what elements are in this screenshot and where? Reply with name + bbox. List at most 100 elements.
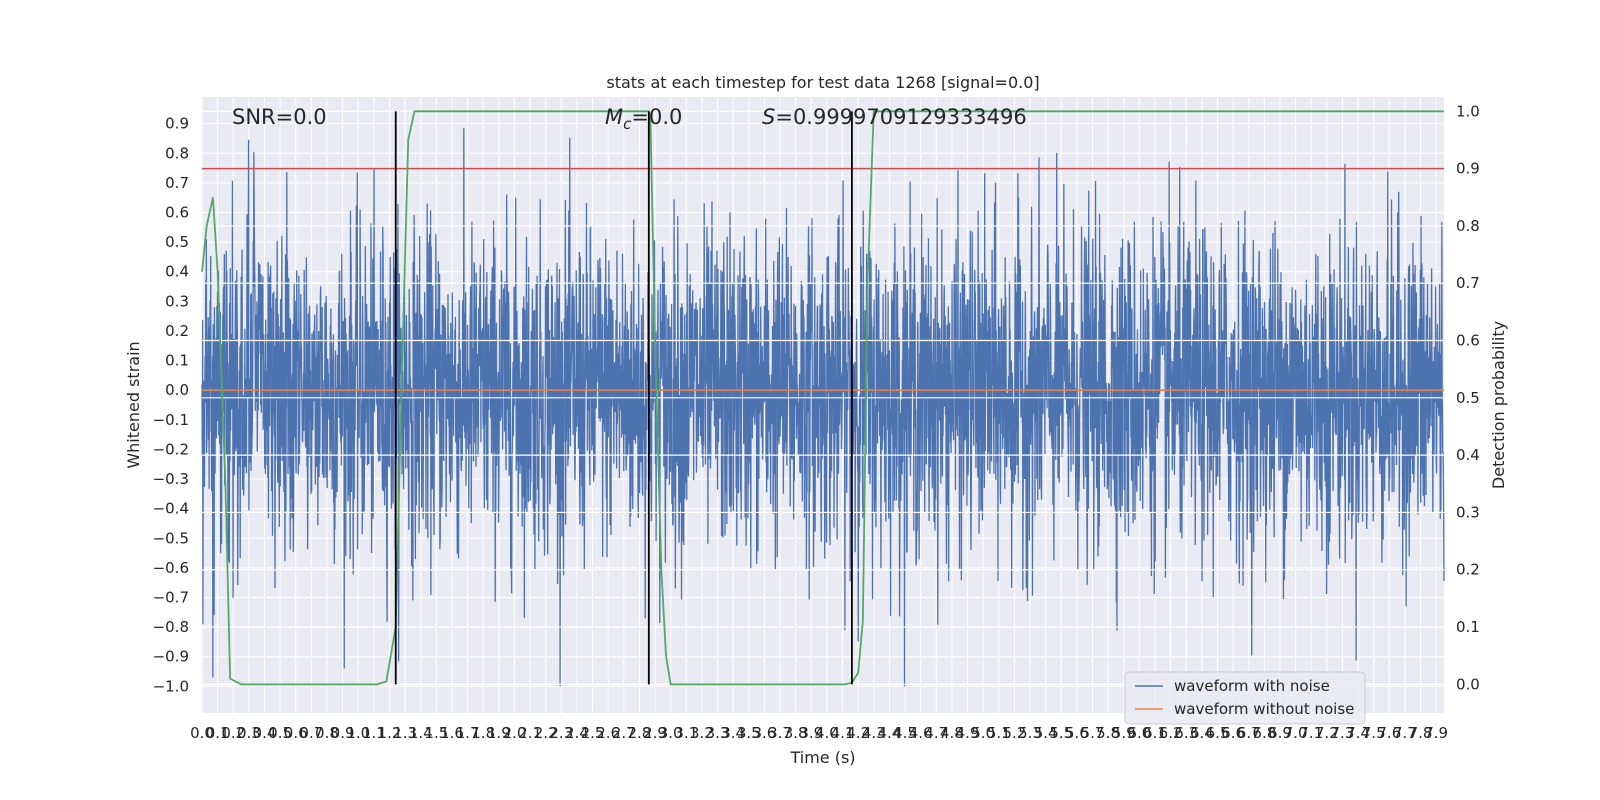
y2-tick-label: 0.1 — [1456, 618, 1480, 636]
legend-label-clean: waveform without noise — [1174, 700, 1354, 718]
y2-tick-label: 0.6 — [1456, 332, 1480, 350]
y-tick-label: 0.3 — [165, 292, 189, 310]
x-tick-label: 4.1 — [831, 724, 855, 742]
x-tick-label: 6.3 — [1174, 724, 1198, 742]
y2-tick-label: 0.3 — [1456, 503, 1480, 521]
y2-axis-ticks: 0.0 0.1 0.2 0.3 0.4 0.5 0.6 0.7 0.8 0.9 1.0 — [1456, 102, 1480, 693]
x-tick-label: 0.3 — [237, 724, 261, 742]
x-tick-label: 1.4 — [409, 724, 433, 742]
x-tick-label: 5.2 — [1002, 724, 1026, 742]
x-tick-label: 7.2 — [1315, 724, 1339, 742]
x-tick-label: 4.3 — [862, 724, 886, 742]
x-tick-label: 3.6 — [752, 724, 776, 742]
x-tick-label: 5.0 — [971, 724, 995, 742]
y-tick-label: −0.1 — [153, 411, 189, 429]
annotation-chirp-mass-symbol: M — [605, 105, 623, 129]
x-tick-label: 6.9 — [1268, 724, 1292, 742]
annotation-score: S=0.9999709129333496 — [762, 105, 1027, 129]
y2-axis-label: Detection probability — [1489, 321, 1508, 489]
x-tick-label: 3.4 — [721, 724, 745, 742]
y2-tick-label: 0.0 — [1456, 675, 1480, 693]
x-tick-label: 7.8 — [1409, 724, 1433, 742]
x-tick-label: 1.7 — [456, 724, 480, 742]
chart-title: stats at each timestep for test data 126… — [606, 73, 1039, 92]
y-tick-label: −0.4 — [153, 500, 189, 518]
y-tick-label: −0.5 — [153, 529, 189, 547]
y2-tick-label: 1.0 — [1456, 102, 1480, 120]
x-tick-label: 6.1 — [1143, 724, 1167, 742]
y2-tick-label: 0.4 — [1456, 446, 1480, 464]
x-tick-label: 4.4 — [877, 724, 901, 742]
x-tick-label: 6.0 — [1127, 724, 1151, 742]
x-tick-label: 2.2 — [534, 724, 558, 742]
x-tick-label: 3.8 — [784, 724, 808, 742]
y-tick-label: −0.9 — [153, 648, 189, 666]
x-tick-label: 3.3 — [706, 724, 730, 742]
x-tick-label: 1.0 — [346, 724, 370, 742]
x-tick-label: 7.4 — [1346, 724, 1370, 742]
x-tick-label: 0.1 — [206, 724, 230, 742]
x-tick-label: 2.7 — [612, 724, 636, 742]
x-tick-label: 1.1 — [362, 724, 386, 742]
legend-label-noise: waveform with noise — [1174, 677, 1330, 695]
y-tick-label: 0.9 — [165, 115, 189, 133]
x-tick-label: 3.2 — [690, 724, 714, 742]
x-tick-label: 4.9 — [956, 724, 980, 742]
x-tick-label: 3.7 — [768, 724, 792, 742]
y2-tick-label: 0.9 — [1456, 160, 1480, 178]
x-tick-label: 2.1 — [518, 724, 542, 742]
x-tick-label: 5.1 — [987, 724, 1011, 742]
x-tick-label: 5.8 — [1096, 724, 1120, 742]
x-tick-label: 4.2 — [846, 724, 870, 742]
x-tick-label: 3.9 — [799, 724, 823, 742]
x-tick-label: 6.4 — [1190, 724, 1214, 742]
x-tick-label: 2.3 — [549, 724, 573, 742]
y-tick-label: 0.0 — [165, 381, 189, 399]
x-tick-label: 1.9 — [487, 724, 511, 742]
x-tick-label: 4.0 — [815, 724, 839, 742]
x-tick-label: 6.7 — [1237, 724, 1261, 742]
y-tick-label: 0.5 — [165, 233, 189, 251]
x-tick-label: 5.3 — [1018, 724, 1042, 742]
legend-box — [1124, 671, 1366, 725]
x-tick-label: 1.6 — [440, 724, 464, 742]
x-tick-label: 3.0 — [659, 724, 683, 742]
x-tick-label: 6.6 — [1221, 724, 1245, 742]
y2-tick-label: 0.7 — [1456, 274, 1480, 292]
y-tick-label: 0.6 — [165, 204, 189, 222]
y2-tick-label: 0.8 — [1456, 217, 1480, 235]
y-tick-label: 0.4 — [165, 263, 189, 281]
series-waveform-with-noise — [201, 128, 1445, 687]
x-tick-label: 3.5 — [737, 724, 761, 742]
x-tick-label: 2.5 — [581, 724, 605, 742]
annotation-snr: SNR=0.0 — [232, 105, 327, 129]
y2-tick-label: 0.5 — [1456, 389, 1480, 407]
y-tick-label: −0.2 — [153, 440, 189, 458]
x-tick-label: 5.7 — [1081, 724, 1105, 742]
x-tick-label: 6.8 — [1252, 724, 1276, 742]
x-axis-ticks: 0.00.10.20.30.40.50.60.70.80.91.01.11.21… — [190, 724, 1448, 742]
x-tick-label: 7.5 — [1362, 724, 1386, 742]
y-tick-label: −0.3 — [153, 470, 189, 488]
x-tick-label: 7.3 — [1331, 724, 1355, 742]
event-vertical-lines — [394, 111, 853, 685]
y-tick-label: −1.0 — [153, 677, 189, 695]
x-tick-label: 0.7 — [299, 724, 323, 742]
annotation-score-value: =0.9999709129333496 — [775, 105, 1026, 129]
x-tick-label: 4.7 — [924, 724, 948, 742]
x-tick-label: 0.0 — [190, 724, 214, 742]
x-tick-label: 2.0 — [503, 724, 527, 742]
x-tick-label: 5.5 — [1049, 724, 1073, 742]
x-tick-label: 5.9 — [1112, 724, 1136, 742]
x-tick-label: 1.8 — [471, 724, 495, 742]
x-tick-label: 0.2 — [221, 724, 245, 742]
x-tick-label: 2.4 — [565, 724, 589, 742]
x-tick-label: 6.5 — [1206, 724, 1230, 742]
annotation-chirp-mass: Mc=0.0 — [605, 105, 682, 133]
x-tick-label: 4.6 — [909, 724, 933, 742]
y-tick-label: −0.6 — [153, 559, 189, 577]
x-tick-label: 6.2 — [1159, 724, 1183, 742]
x-tick-label: 1.5 — [424, 724, 448, 742]
x-tick-label: 7.9 — [1424, 724, 1448, 742]
